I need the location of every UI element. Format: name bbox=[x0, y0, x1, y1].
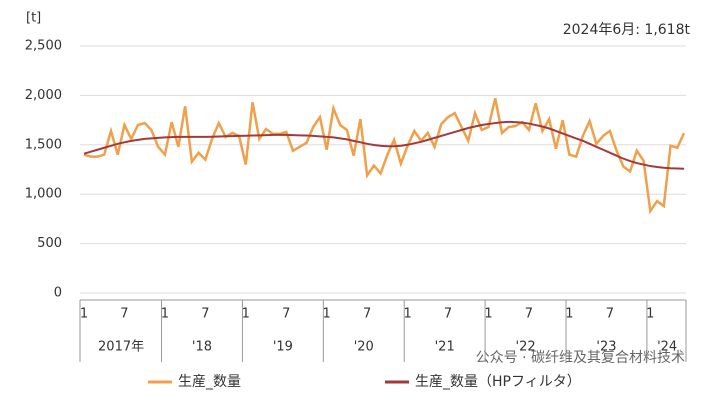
year-label: '20 bbox=[354, 340, 374, 355]
year-label: '24 bbox=[657, 340, 677, 355]
y-tick-label: 500 bbox=[37, 236, 62, 251]
x-tick-label: 1 bbox=[80, 307, 88, 322]
year-label: '18 bbox=[192, 340, 212, 355]
year-label: '22 bbox=[516, 340, 536, 355]
year-label: 2017年 bbox=[98, 340, 144, 355]
series-line bbox=[83, 120, 685, 170]
y-tick-label: 1,500 bbox=[25, 137, 62, 152]
y-tick-label: 1,000 bbox=[25, 187, 62, 202]
watermark: 公众号 · 碳纤维及其复合材料技术 bbox=[476, 349, 685, 366]
x-tick-label: 7 bbox=[201, 307, 209, 322]
y-tick-label: 0 bbox=[54, 286, 62, 301]
x-tick-label: 7 bbox=[606, 307, 614, 322]
y-axis-label: [t] bbox=[26, 11, 41, 26]
x-tick-label: 1 bbox=[484, 307, 492, 322]
x-tick-label: 1 bbox=[646, 307, 654, 322]
x-tick-label: 1 bbox=[161, 307, 169, 322]
series-line bbox=[83, 98, 686, 215]
annotation: 2024年6月: 1,618t bbox=[563, 22, 691, 38]
x-tick-label: 1 bbox=[242, 307, 250, 322]
x-tick-label: 7 bbox=[282, 307, 290, 322]
x-tick-label: 7 bbox=[363, 307, 371, 322]
legend-label: 生産_数量（HPフィルタ） bbox=[415, 374, 581, 390]
x-tick-label: 7 bbox=[120, 307, 128, 322]
x-tick-label: 1 bbox=[403, 307, 411, 322]
x-tick-label: 7 bbox=[525, 307, 533, 322]
year-label: '19 bbox=[273, 340, 293, 355]
y-tick-label: 2,000 bbox=[25, 88, 62, 103]
y-tick-label: 2,500 bbox=[25, 39, 62, 54]
x-tick-label: 1 bbox=[565, 307, 573, 322]
legend-label: 生産_数量 bbox=[178, 374, 241, 390]
x-tick-label: 1 bbox=[323, 307, 331, 322]
x-tick-label: 7 bbox=[444, 307, 452, 322]
year-label: '23 bbox=[596, 340, 616, 355]
year-label: '21 bbox=[435, 340, 455, 355]
